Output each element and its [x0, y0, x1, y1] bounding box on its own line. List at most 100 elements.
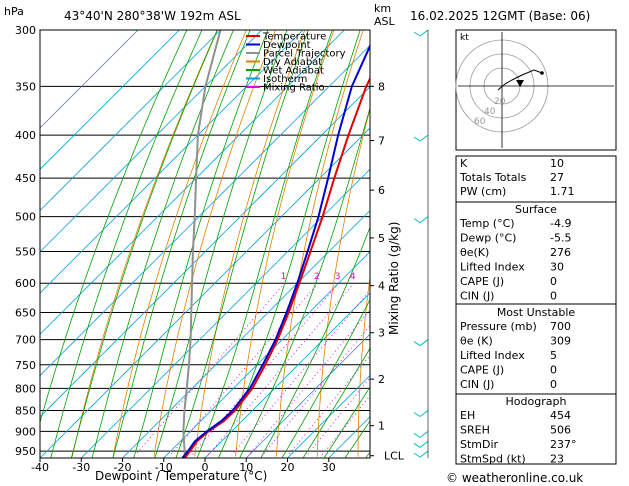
table-row-value: 0	[550, 364, 557, 377]
copyright: © weatheronline.co.uk	[446, 471, 583, 485]
wet-adiabat-line	[40, 30, 188, 424]
legend-label: Dry Adiabat	[263, 57, 322, 68]
table-row-label: StmSpd (kt)	[460, 453, 526, 466]
datetime-title: 16.02.2025 12GMT (Base: 06)	[410, 9, 590, 23]
wet-adiabat-line	[302, 347, 370, 458]
table-row-value: 309	[550, 335, 571, 348]
pressure-tick-label: 450	[15, 172, 36, 185]
x-tick-label: 10	[239, 461, 253, 474]
pressure-tick-label: 750	[15, 359, 36, 372]
dry-adiabat-line	[153, 30, 276, 457]
table-row-label: θe (K)	[460, 335, 493, 348]
wind-barb-feather	[413, 31, 421, 37]
isotherm-line	[40, 127, 370, 458]
table-row-value: 0	[550, 290, 557, 303]
mixing-ratio-line	[262, 324, 370, 456]
legend-label: Temperature	[262, 32, 326, 43]
table-row-label: CAPE (J)	[460, 275, 504, 288]
table-row-label: Temp (°C)	[459, 217, 515, 230]
wind-barb-feather	[413, 412, 421, 417]
y2-axis-title: Mixing Ratio (g/kg)	[387, 222, 401, 335]
temperature-line	[183, 76, 370, 458]
x-tick-label: 0	[202, 461, 209, 474]
hodograph-frame	[455, 29, 617, 151]
table-row-label: PW (cm)	[460, 185, 506, 198]
asl-label: ASL	[374, 15, 396, 28]
pressure-tick-label: 800	[15, 382, 36, 395]
km-tick-label: 8	[378, 80, 385, 93]
isotherm-line	[122, 209, 370, 458]
table-row-label: SREH	[460, 424, 490, 437]
location-title: 43°40'N 280°38'W 192m ASL	[64, 9, 241, 23]
dry-adiabat-line	[616, 30, 629, 456]
table-row-value: 27	[550, 171, 564, 184]
mixing-ratio-label: 3	[335, 272, 341, 282]
wind-barb	[419, 216, 429, 224]
km-label: km	[374, 2, 391, 15]
isotherm-line	[40, 44, 370, 377]
dry-adiabat-line	[71, 30, 218, 457]
dry-adiabat-line	[398, 30, 451, 456]
wet-adiabat-line	[323, 386, 370, 458]
isotherm-line	[40, 30, 263, 253]
wet-adiabat-line	[154, 30, 288, 458]
table-row-label: Totals Totals	[459, 171, 527, 184]
isotherm-line	[287, 374, 370, 458]
legend-label: Wet Adiabat	[263, 66, 324, 77]
table-row-value: 700	[550, 320, 571, 333]
km-tick-label: 4	[378, 280, 385, 293]
storm-motion-marker	[516, 80, 524, 87]
indices-table: K 10 Totals Totals 27 PW (cm) 1.71 SurfaceTemp…	[455, 155, 617, 466]
x-tick-label: 30	[322, 461, 336, 474]
profiles: 12346810152025	[181, 30, 413, 458]
wind-barb-feather	[413, 442, 421, 448]
pressure-tick-label: 350	[15, 80, 36, 93]
parcel-trajectory	[182, 30, 222, 458]
table-row-label: Dewp (°C)	[460, 232, 516, 245]
indices-box	[455, 155, 617, 203]
table-row-value: 276	[550, 246, 571, 259]
legend-label: Parcel Trajectory	[263, 49, 346, 60]
table-row-value: -5.5	[550, 232, 571, 245]
wind-barb	[419, 134, 429, 142]
mixing-ratio-line	[287, 354, 370, 456]
dry-adiabat-line	[357, 273, 370, 457]
mixing-ratio-label: 1	[281, 272, 287, 282]
table-row-value: 0	[550, 275, 557, 288]
wet-adiabat-line	[112, 30, 251, 458]
km-tick-label: 2	[378, 373, 385, 386]
pressure-tick-label: 500	[15, 211, 36, 224]
wind-barb	[419, 450, 429, 458]
km-tick-label: 6	[378, 184, 385, 197]
x-tick-label: -20	[114, 461, 132, 474]
most-unstable-box	[455, 303, 617, 395]
pressure-tick-label: 700	[15, 334, 36, 347]
table-row-label: Lifted Index	[460, 349, 525, 362]
mixing-ratio-label: 10	[401, 272, 413, 282]
lcl-label: LCL	[384, 450, 405, 463]
km-tick-label: 5	[378, 232, 385, 245]
x-tick-label: -40	[31, 461, 49, 474]
table-row-label: StmDir	[460, 438, 499, 451]
wet-adiabat-line	[133, 30, 269, 458]
wet-adiabat-line	[217, 30, 361, 458]
wind-barb-feather	[413, 341, 421, 346]
x-tick-label: -10	[155, 461, 173, 474]
wet-adiabat-line	[175, 30, 309, 458]
isotherm-line	[163, 251, 370, 458]
dry-adiabat-line	[194, 30, 306, 457]
x-tick-label: 20	[281, 461, 295, 474]
mixing-ratio-label: 2	[314, 272, 320, 282]
wet-adiabat-line	[344, 420, 370, 458]
hodograph-ring-label: 60	[474, 117, 486, 127]
wet-adiabat-line	[50, 30, 203, 458]
isotherm-line	[204, 292, 370, 458]
surface-title: Surface	[515, 203, 557, 216]
table-row-value: 23	[550, 453, 564, 466]
pressure-tick-label: 850	[15, 405, 36, 418]
legend-label: Mixing Ratio	[263, 83, 325, 94]
hodograph-table-title: Hodograph	[506, 395, 567, 408]
